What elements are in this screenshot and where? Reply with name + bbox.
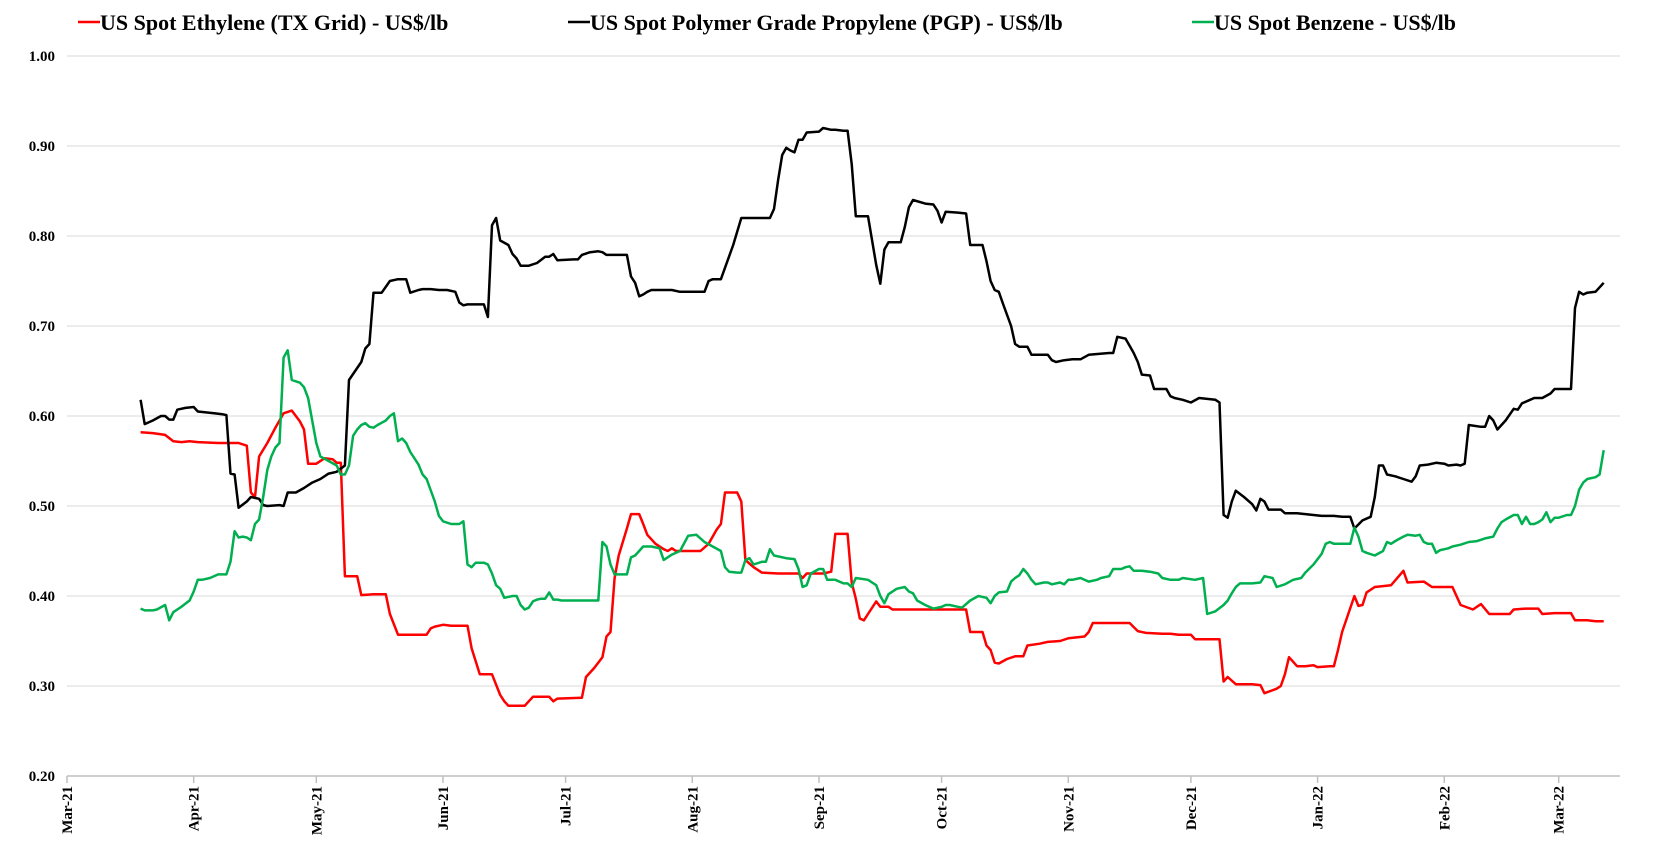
y-tick-label: 0.90 [29, 139, 55, 155]
y-tick-label: 0.50 [29, 499, 55, 515]
x-tick-label: Nov-21 [1061, 786, 1077, 832]
x-tick-label: Sep-21 [812, 786, 828, 829]
y-tick-label: 0.30 [29, 679, 55, 695]
gridlines [67, 55, 1620, 687]
y-tick-label: 0.60 [29, 409, 55, 425]
x-tick-label: Oct-21 [935, 786, 951, 829]
series-lines [139, 126, 1605, 708]
x-tick-label: Aug-21 [685, 786, 701, 833]
series-line-2 [140, 349, 1605, 622]
x-tick-label: Jun-21 [436, 786, 452, 830]
legend-label-2: US Spot Benzene - US$/lb [1214, 10, 1456, 35]
x-tick-label: Apr-21 [187, 786, 203, 831]
y-tick-label: 0.80 [29, 229, 55, 245]
series-line-0 [140, 409, 1604, 708]
legend-label-1: US Spot Polymer Grade Propylene (PGP) - … [590, 10, 1063, 35]
x-tick-label: Jan-22 [1311, 786, 1327, 829]
y-tick-label: 1.00 [29, 49, 55, 65]
x-tick-label: May-21 [309, 786, 325, 835]
y-tick-label: 0.70 [29, 319, 55, 335]
x-axis: Mar-21 Apr-21 May-21 Jun-21 Jul-21 Aug-21 Sep-… [60, 775, 1620, 835]
x-tick-label: Mar-22 [1552, 786, 1568, 834]
series-line-1 [139, 126, 1605, 530]
legend-label-0: US Spot Ethylene (TX Grid) - US$/lb [100, 10, 448, 35]
x-tick-label: Feb-22 [1437, 786, 1453, 830]
y-tick-label: 0.40 [29, 589, 55, 605]
x-tick-label: Jul-21 [559, 786, 575, 826]
y-tick-label: 0.20 [29, 769, 55, 785]
y-axis-ticks: 0.20 0.30 0.40 0.50 0.60 0.70 0.80 0.90 1.00 [29, 49, 55, 785]
x-tick-label: Dec-21 [1184, 786, 1200, 830]
legend: US Spot Ethylene (TX Grid) - US$/lb US Sp… [78, 10, 1456, 35]
x-tick-label: Mar-21 [60, 786, 76, 834]
